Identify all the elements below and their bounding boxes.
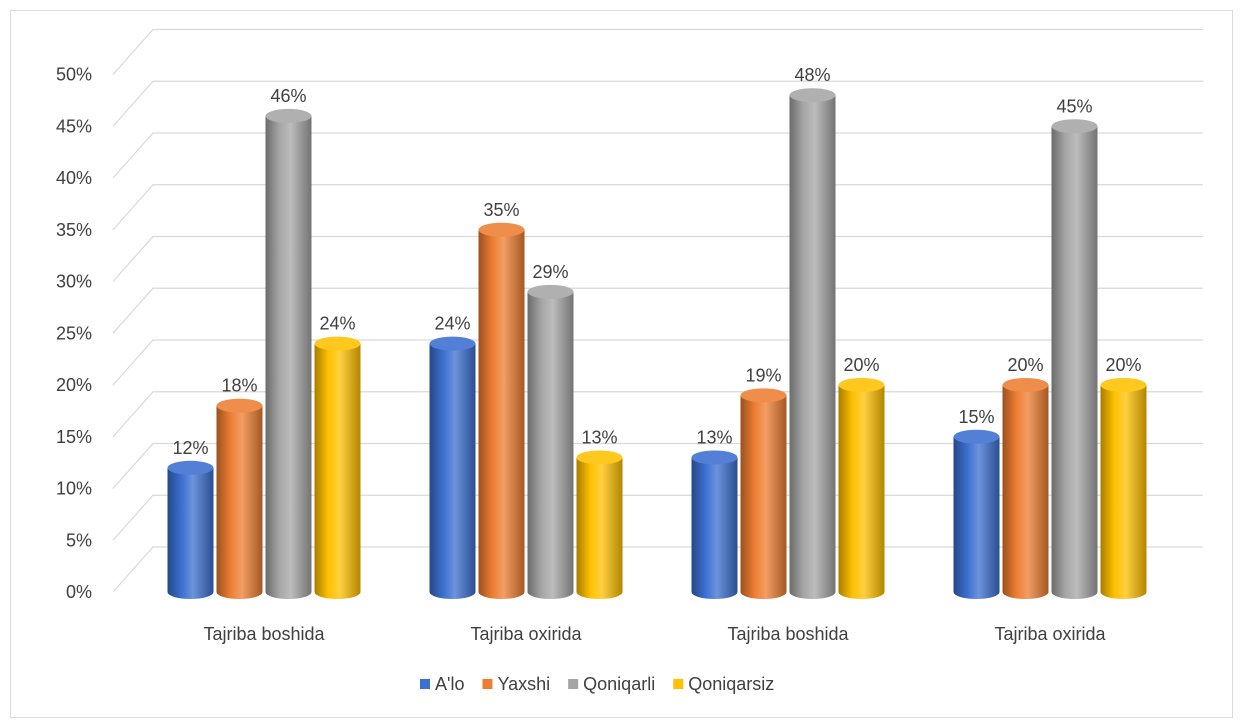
bar xyxy=(429,336,476,600)
legend-label: A'lo xyxy=(435,674,464,694)
bar xyxy=(1051,119,1098,600)
bar-body xyxy=(953,436,1000,600)
y-tick-label: 50% xyxy=(56,65,92,85)
y-tick-label: 25% xyxy=(56,323,92,343)
bar-top xyxy=(314,336,361,351)
bar-body xyxy=(478,229,525,600)
gridline xyxy=(112,132,1203,179)
category-label: Tajriba oxirida xyxy=(994,624,1106,644)
bar-top xyxy=(576,450,623,465)
y-tick-label: 5% xyxy=(66,530,92,550)
bar xyxy=(478,222,525,600)
data-label: 24% xyxy=(319,314,355,334)
data-label: 35% xyxy=(483,200,519,220)
legend-label: Qoniqarsiz xyxy=(688,674,774,694)
y-tick-label: 30% xyxy=(56,272,92,292)
chart-frame xyxy=(10,10,1233,718)
gridline xyxy=(112,80,1203,127)
y-tick-label: 45% xyxy=(56,116,92,136)
bar xyxy=(1002,378,1049,600)
gridline xyxy=(112,287,1203,334)
data-label: 12% xyxy=(172,438,208,458)
bar-body xyxy=(789,95,836,600)
data-label: 24% xyxy=(434,314,470,334)
bar-top xyxy=(478,222,525,237)
category-label: Tajriba oxirida xyxy=(470,624,582,644)
bar-body xyxy=(576,457,623,600)
bar-top xyxy=(691,450,738,465)
y-tick-label: 40% xyxy=(56,168,92,188)
bar-body xyxy=(1002,385,1049,600)
legend-label: Qoniqarli xyxy=(583,674,655,694)
bar-top xyxy=(953,429,1000,444)
y-tick-label: 35% xyxy=(56,220,92,240)
data-label: 46% xyxy=(270,86,306,106)
bar-top xyxy=(740,388,787,403)
bar-top xyxy=(167,460,214,475)
data-label: 20% xyxy=(843,355,879,375)
gridline xyxy=(112,235,1203,282)
legend-swatch xyxy=(482,679,493,689)
data-label: 20% xyxy=(1007,355,1043,375)
bar-top xyxy=(429,336,476,351)
bar-body xyxy=(838,385,885,600)
gridline xyxy=(112,28,1203,75)
bar-body xyxy=(527,291,574,600)
bar-top xyxy=(265,108,312,123)
y-tick-label: 15% xyxy=(56,427,92,447)
bar-body xyxy=(740,395,787,600)
bar-top xyxy=(789,88,836,103)
bar-body xyxy=(429,343,476,600)
data-label: 15% xyxy=(958,407,994,427)
data-label: 13% xyxy=(581,427,617,447)
legend-swatch xyxy=(568,679,579,689)
legend-swatch xyxy=(420,679,430,689)
data-label: 18% xyxy=(221,376,257,396)
bar-top xyxy=(838,378,885,392)
gridline xyxy=(112,339,1203,386)
gridline xyxy=(112,184,1203,231)
bar xyxy=(691,450,738,600)
bar xyxy=(838,378,885,600)
bar-top xyxy=(1100,378,1147,392)
bar xyxy=(167,460,214,600)
bar-body xyxy=(691,457,738,600)
data-label: 48% xyxy=(794,65,830,85)
bar xyxy=(740,388,787,600)
bar-body xyxy=(265,115,312,600)
y-tick-label: 10% xyxy=(56,479,92,499)
bar-body xyxy=(167,467,214,600)
legend-swatch xyxy=(673,679,684,689)
bar-top xyxy=(216,398,263,413)
bar-top xyxy=(527,284,574,299)
bar xyxy=(314,336,361,600)
bar-top xyxy=(1002,378,1049,392)
bar xyxy=(1100,378,1147,600)
bar xyxy=(576,450,623,600)
data-label: 13% xyxy=(696,427,732,447)
bar-body xyxy=(314,343,361,600)
bar xyxy=(216,398,263,600)
data-label: 29% xyxy=(532,262,568,282)
category-label: Tajriba boshida xyxy=(203,624,325,644)
data-label: 20% xyxy=(1105,355,1141,375)
category-label: Tajriba boshida xyxy=(727,624,849,644)
bar-top xyxy=(1051,119,1098,134)
bar xyxy=(265,108,312,600)
y-tick-label: 0% xyxy=(66,582,92,602)
bar-body xyxy=(1051,126,1098,600)
y-tick-label: 20% xyxy=(56,375,92,395)
bar xyxy=(527,284,574,600)
data-label: 45% xyxy=(1056,96,1092,116)
bar xyxy=(953,429,1000,600)
bar xyxy=(789,88,836,600)
data-label: 19% xyxy=(745,365,781,385)
bar-body xyxy=(216,405,263,600)
bar-body xyxy=(1100,385,1147,600)
legend-label: Yaxshi xyxy=(497,674,550,694)
